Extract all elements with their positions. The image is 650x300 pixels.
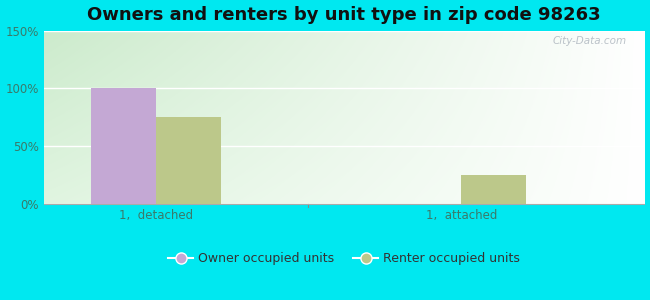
Bar [462,175,526,204]
Bar [156,117,221,204]
Legend: Owner occupied units, Renter occupied units: Owner occupied units, Renter occupied un… [163,247,525,270]
Text: City-Data.com: City-Data.com [552,36,627,46]
Title: Owners and renters by unit type in zip code 98263: Owners and renters by unit type in zip c… [87,6,601,24]
Bar [90,88,156,204]
